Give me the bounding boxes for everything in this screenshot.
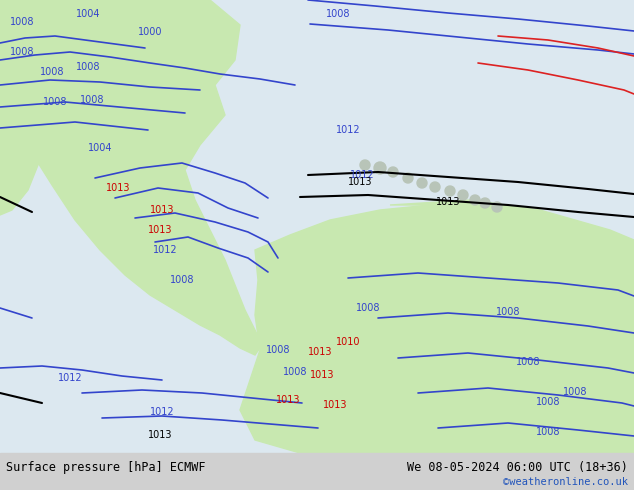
Text: 1008: 1008 bbox=[515, 357, 540, 367]
Text: 1008: 1008 bbox=[563, 387, 587, 397]
Text: 1013: 1013 bbox=[276, 395, 301, 405]
Circle shape bbox=[430, 182, 440, 192]
Text: ©weatheronline.co.uk: ©weatheronline.co.uk bbox=[503, 477, 628, 487]
Text: 1012: 1012 bbox=[150, 407, 174, 417]
Text: 1013: 1013 bbox=[106, 183, 130, 193]
Text: 1013: 1013 bbox=[307, 347, 332, 357]
Circle shape bbox=[374, 162, 386, 174]
Circle shape bbox=[470, 195, 480, 205]
Text: Surface pressure [hPa] ECMWF: Surface pressure [hPa] ECMWF bbox=[6, 461, 205, 473]
Text: 1008: 1008 bbox=[10, 17, 34, 27]
Polygon shape bbox=[0, 30, 65, 215]
Text: 1008: 1008 bbox=[42, 97, 67, 107]
Circle shape bbox=[492, 202, 502, 212]
Circle shape bbox=[480, 198, 490, 208]
Text: 1012: 1012 bbox=[58, 373, 82, 383]
Text: 1008: 1008 bbox=[75, 62, 100, 72]
Circle shape bbox=[403, 173, 413, 183]
Circle shape bbox=[388, 167, 398, 177]
Polygon shape bbox=[390, 200, 634, 265]
Text: 1008: 1008 bbox=[496, 307, 521, 317]
Text: 1013: 1013 bbox=[348, 177, 372, 187]
Text: 1004: 1004 bbox=[75, 9, 100, 19]
Text: 1013: 1013 bbox=[150, 205, 174, 215]
Circle shape bbox=[445, 186, 455, 196]
Bar bbox=[0, 453, 634, 490]
Text: 1008: 1008 bbox=[536, 397, 560, 407]
Text: 1008: 1008 bbox=[266, 345, 290, 355]
Text: 1012: 1012 bbox=[335, 125, 360, 135]
Circle shape bbox=[458, 190, 468, 200]
Text: 1013: 1013 bbox=[436, 197, 460, 207]
Text: 1008: 1008 bbox=[170, 275, 194, 285]
Text: 1008: 1008 bbox=[40, 67, 64, 77]
Text: 1008: 1008 bbox=[283, 367, 307, 377]
Circle shape bbox=[417, 178, 427, 188]
Circle shape bbox=[360, 160, 370, 170]
Text: We 08-05-2024 06:00 UTC (18+36): We 08-05-2024 06:00 UTC (18+36) bbox=[407, 461, 628, 473]
Text: 1000: 1000 bbox=[138, 27, 162, 37]
Text: 1012: 1012 bbox=[153, 245, 178, 255]
Polygon shape bbox=[0, 0, 262, 355]
Text: 1012: 1012 bbox=[350, 170, 374, 180]
Text: 1008: 1008 bbox=[326, 9, 350, 19]
Text: 1013: 1013 bbox=[148, 225, 172, 235]
Text: 1008: 1008 bbox=[80, 95, 104, 105]
Text: 1013: 1013 bbox=[323, 400, 347, 410]
Text: 1008: 1008 bbox=[356, 303, 380, 313]
Text: 1008: 1008 bbox=[536, 427, 560, 437]
Text: 1004: 1004 bbox=[87, 143, 112, 153]
Polygon shape bbox=[240, 205, 634, 453]
Text: 1013: 1013 bbox=[148, 430, 172, 440]
Text: 1013: 1013 bbox=[310, 370, 334, 380]
Text: 1008: 1008 bbox=[10, 47, 34, 57]
Text: 1010: 1010 bbox=[336, 337, 360, 347]
